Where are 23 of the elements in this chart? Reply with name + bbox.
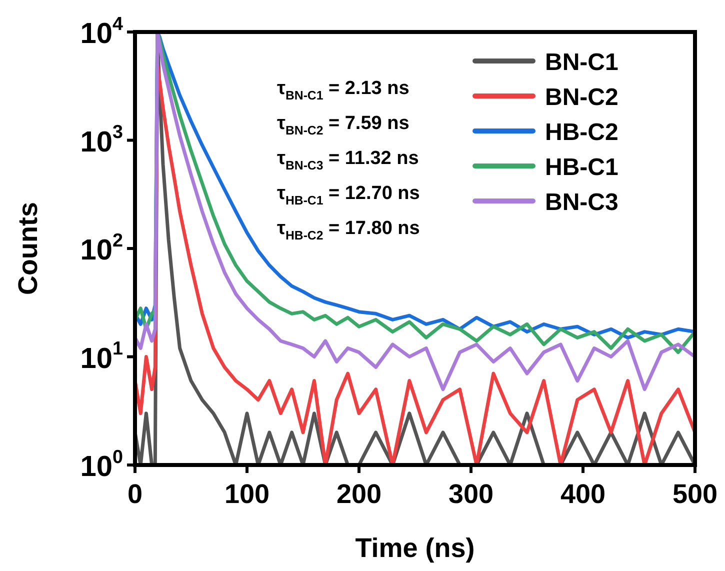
legend-label: BN-C1	[545, 49, 618, 76]
legend-label: HB-C2	[545, 119, 618, 146]
y-tick-label: 10$^{3}$	[80, 121, 123, 158]
y-axis-title: Counts	[13, 202, 43, 295]
x-tick-label: 0	[127, 479, 143, 509]
annotation: τ$_{HB-C2}$ = 17.80 ns	[277, 218, 420, 243]
x-tick-label: 500	[672, 479, 718, 509]
x-tick-label: 300	[448, 479, 494, 509]
annotation: τ$_{BN-C3}$ = 11.32 ns	[277, 148, 419, 173]
annotation: τ$_{HB-C1}$ = 12.70 ns	[277, 183, 420, 208]
legend-label: BN-C3	[545, 189, 618, 216]
x-tick-label: 100	[224, 479, 270, 509]
y-tick-label: 10$^{4}$	[80, 12, 124, 50]
x-tick-label: 400	[560, 479, 606, 509]
y-tick-label: 10$^{0}$	[80, 446, 123, 483]
annotation: τ$_{BN-C2}$ = 7.59 ns	[277, 113, 410, 138]
legend-label: BN-C2	[545, 84, 618, 111]
y-tick-label: 10$^{2}$	[80, 229, 123, 266]
x-tick-label: 200	[336, 479, 382, 509]
legend-label: HB-C1	[545, 154, 618, 181]
y-tick-label: 10$^{1}$	[80, 338, 123, 375]
x-axis-title: Time (ns)	[355, 533, 475, 563]
annotation: τ$_{BN-C1}$ = 2.13 ns	[277, 78, 410, 103]
